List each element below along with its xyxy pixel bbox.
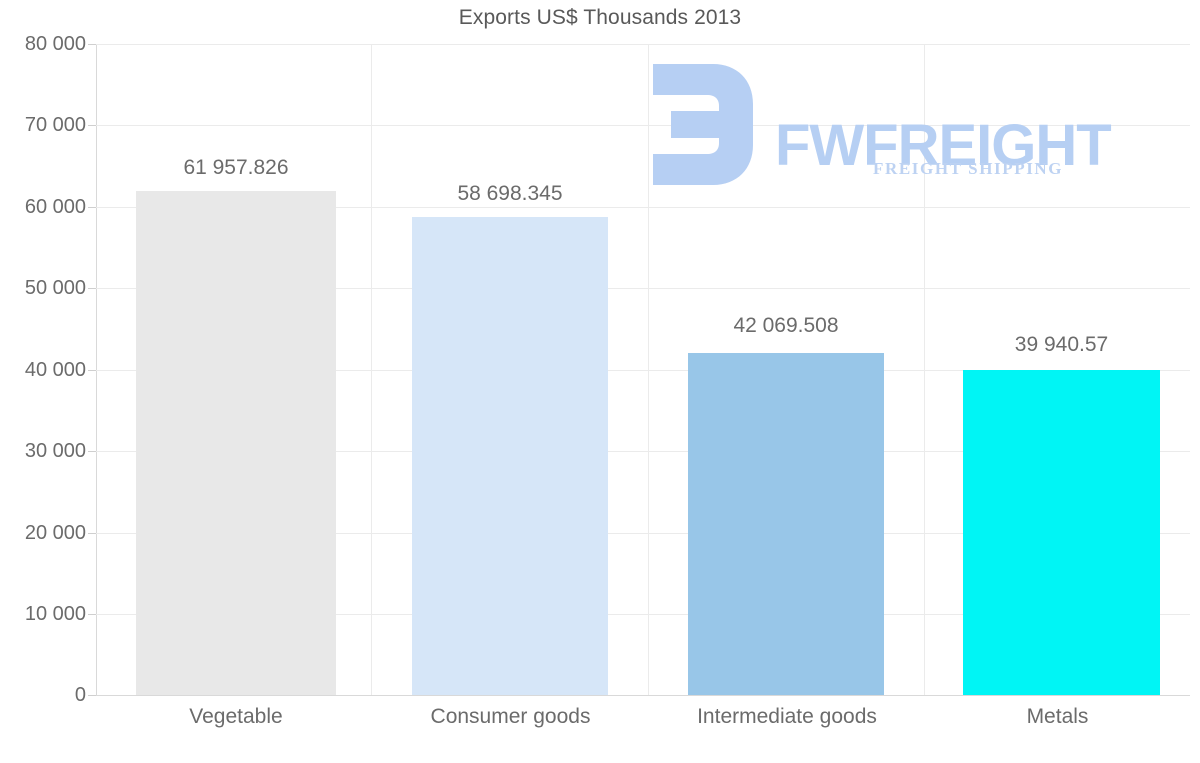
x-axis-line — [96, 695, 1190, 696]
gridline-horizontal — [96, 125, 1190, 126]
gridline-horizontal — [96, 614, 1190, 615]
gridline-horizontal — [96, 288, 1190, 289]
chart-title: Exports US$ Thousands 2013 — [458, 6, 742, 29]
gridline-vertical — [648, 44, 649, 695]
bar-intermediate-goods[interactable] — [688, 353, 884, 695]
bar-value-label: 39 940.57 — [1014, 333, 1109, 356]
y-tick-mark — [88, 451, 96, 452]
y-tick-mark — [88, 288, 96, 289]
gridline-vertical — [924, 44, 925, 695]
y-axis-label: 40 000 — [24, 359, 86, 381]
y-axis-label: 10 000 — [24, 603, 86, 625]
bar-consumer-goods[interactable] — [412, 217, 608, 695]
bar-value-label: 58 698.345 — [457, 182, 563, 205]
y-axis-label: 50 000 — [24, 277, 86, 299]
gridline-vertical — [371, 44, 372, 695]
y-axis-label: 60 000 — [24, 196, 86, 218]
y-axis-label: 80 000 — [24, 33, 86, 55]
y-tick-mark — [88, 44, 96, 45]
y-axis-label: 30 000 — [24, 440, 86, 462]
bar-vegetable[interactable] — [136, 191, 336, 695]
y-axis-label: 0 — [74, 684, 86, 706]
gridline-horizontal — [96, 207, 1190, 208]
y-tick-mark — [88, 370, 96, 371]
x-axis-label-vegetable: Vegetable — [189, 705, 283, 728]
x-axis-label-metals: Metals — [1026, 705, 1089, 728]
x-axis-label-consumer-goods: Consumer goods — [430, 705, 591, 728]
bar-metals[interactable] — [963, 370, 1160, 695]
gridline-horizontal — [96, 44, 1190, 45]
gridline-horizontal — [96, 451, 1190, 452]
x-axis-label-intermediate-goods: Intermediate goods — [697, 705, 877, 728]
y-tick-mark — [88, 207, 96, 208]
gridline-horizontal — [96, 533, 1190, 534]
y-tick-mark — [88, 695, 96, 696]
y-axis-label: 70 000 — [24, 114, 86, 136]
y-axis-label: 20 000 — [24, 522, 86, 544]
bar-value-label: 61 957.826 — [183, 156, 289, 179]
y-tick-mark — [88, 533, 96, 534]
y-tick-mark — [88, 614, 96, 615]
gridline-horizontal — [96, 370, 1190, 371]
plot-area — [96, 44, 1190, 695]
y-tick-mark — [88, 125, 96, 126]
bar-value-label: 42 069.508 — [733, 314, 839, 337]
